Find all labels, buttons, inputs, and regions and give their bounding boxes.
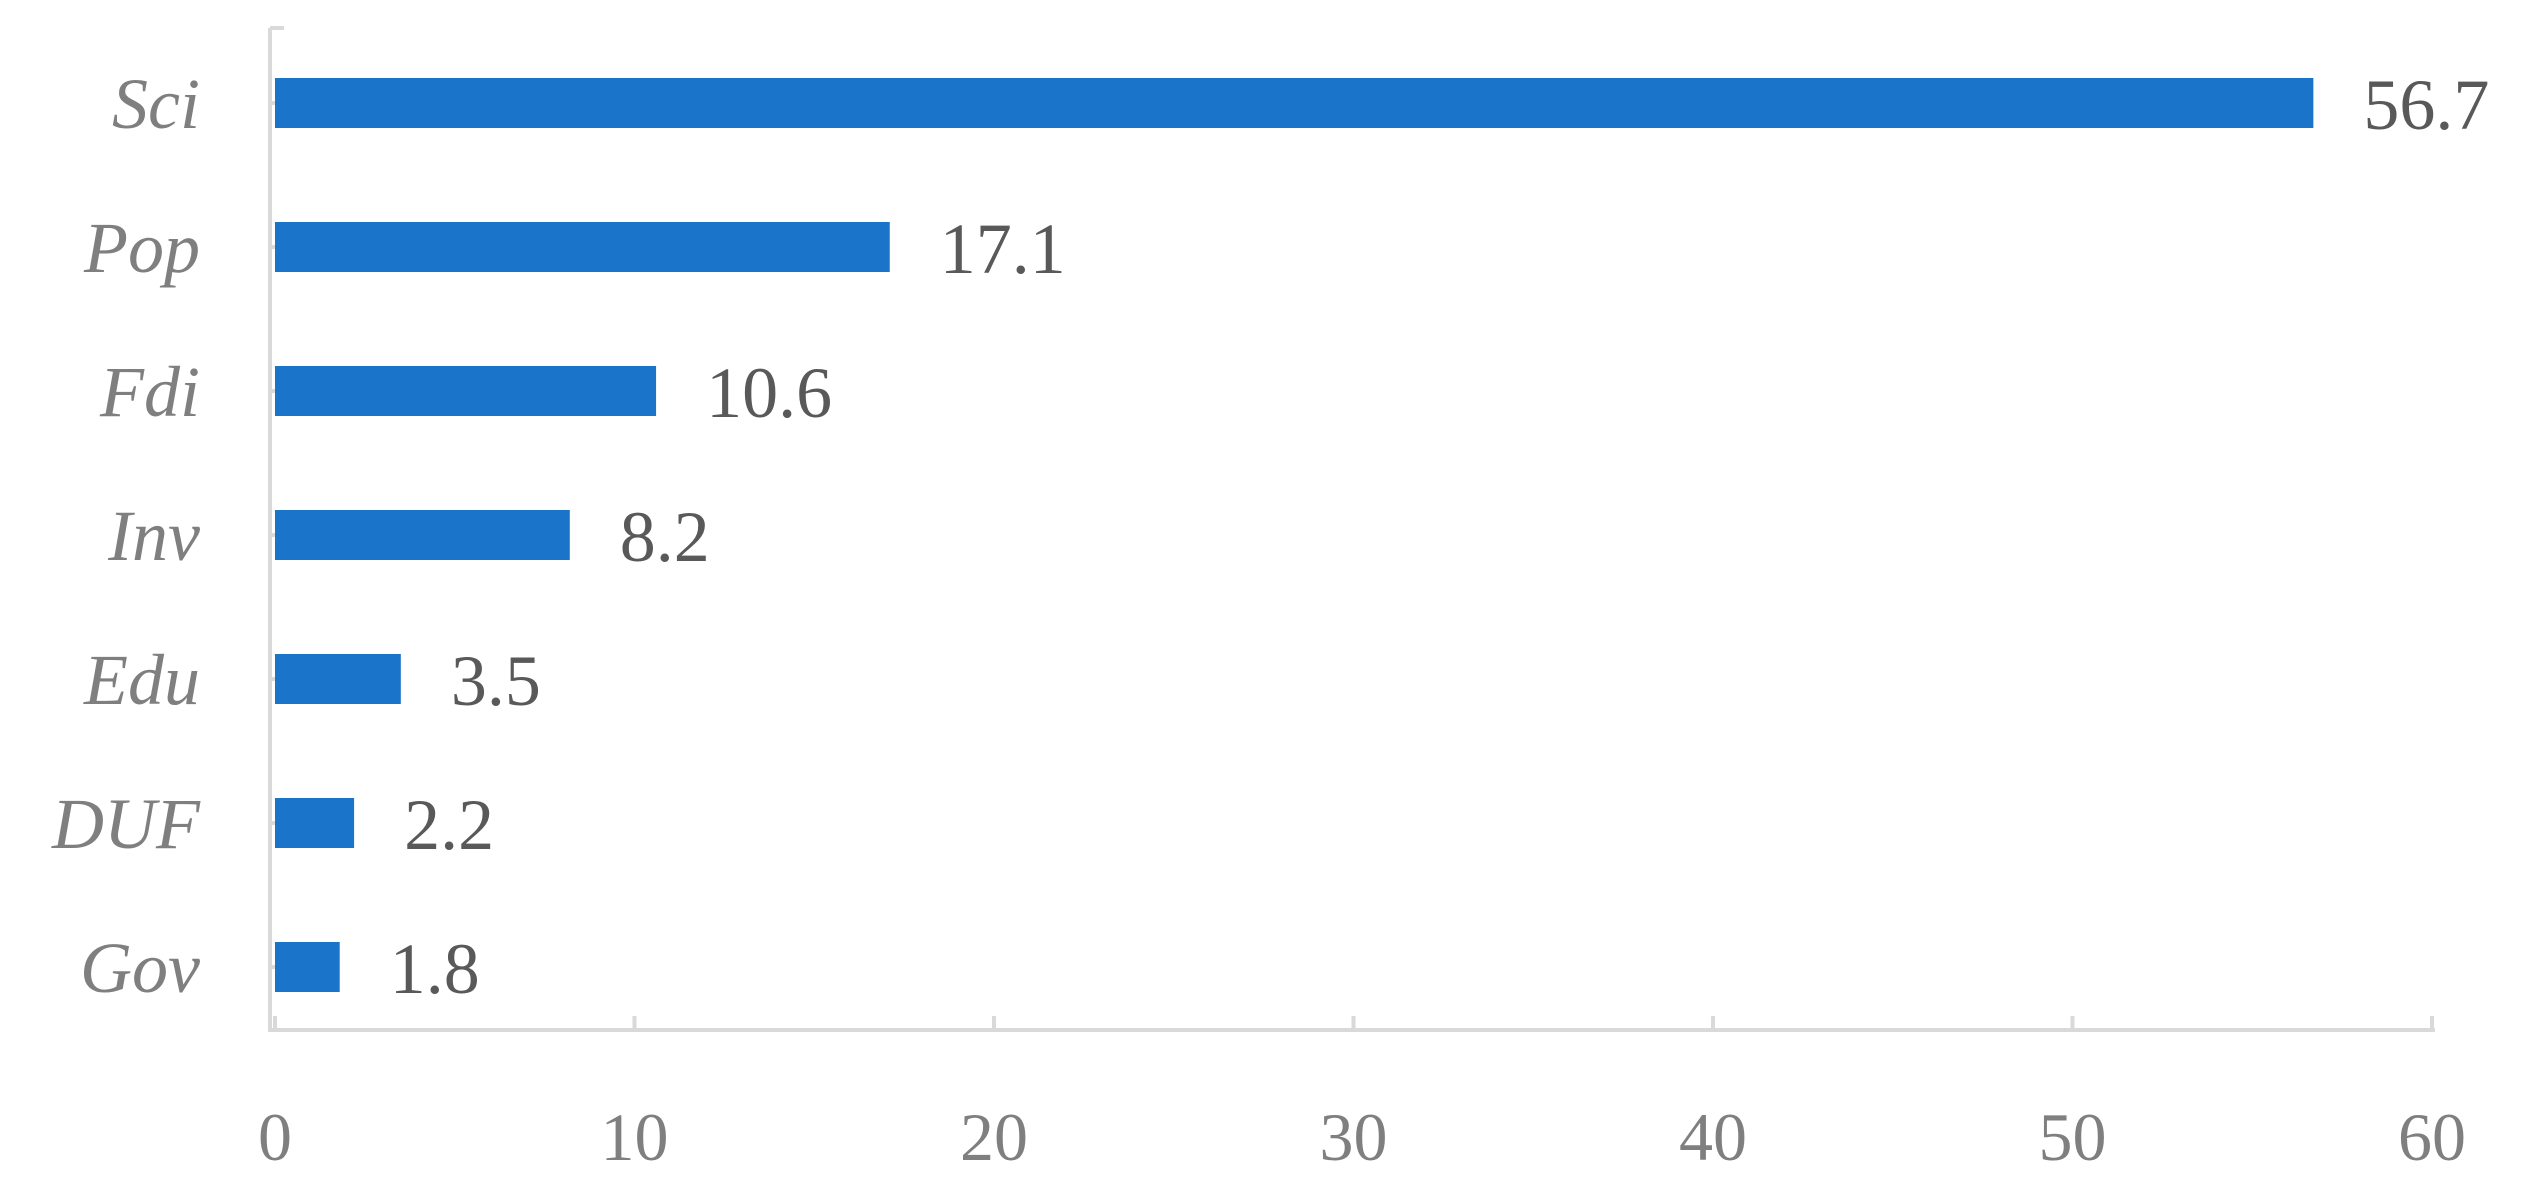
data-label-sci: 56.7 — [2363, 65, 2489, 145]
category-label-inv: Inv — [107, 496, 200, 576]
x-tick-label-40: 40 — [1679, 1099, 1747, 1175]
bar-fdi — [275, 366, 657, 416]
x-tick-label-10: 10 — [601, 1099, 669, 1175]
x-tick-label-60: 60 — [2398, 1099, 2466, 1175]
bar-duf — [275, 798, 355, 848]
bar-gov — [275, 942, 340, 992]
x-tick-label-50: 50 — [2039, 1099, 2107, 1175]
category-label-sci: Sci — [112, 64, 200, 144]
data-label-pop: 17.1 — [940, 209, 1066, 289]
bar-inv — [275, 510, 570, 560]
data-label-fdi: 10.6 — [706, 353, 832, 433]
category-label-pop: Pop — [83, 208, 200, 288]
category-label-duf: DUF — [51, 784, 201, 864]
x-tick-label-30: 30 — [1320, 1099, 1388, 1175]
category-label-fdi: Fdi — [99, 352, 200, 432]
data-label-duf: 2.2 — [404, 785, 494, 865]
bar-sci — [275, 78, 2314, 128]
bar-edu — [275, 654, 401, 704]
data-label-edu: 3.5 — [451, 641, 541, 721]
category-label-gov: Gov — [80, 928, 200, 1008]
x-tick-label-20: 20 — [960, 1099, 1028, 1175]
bars — [275, 78, 2314, 992]
category-label-edu: Edu — [83, 640, 200, 720]
x-tick-label-0: 0 — [258, 1099, 292, 1175]
axes — [268, 26, 2435, 1032]
labels: 0 10 20 30 40 50 60 Sci 56.7 Pop 17.1 Fdi 10.6 Inv 8.2… — [51, 64, 2489, 1175]
data-label-inv: 8.2 — [620, 497, 710, 577]
bar-pop — [275, 222, 890, 272]
data-label-gov: 1.8 — [390, 929, 480, 1009]
